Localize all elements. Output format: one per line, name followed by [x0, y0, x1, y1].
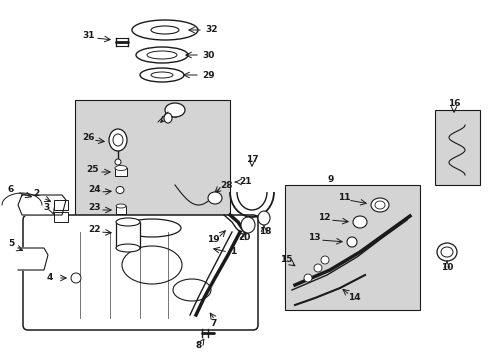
Ellipse shape: [122, 246, 182, 284]
Ellipse shape: [115, 159, 121, 165]
Ellipse shape: [115, 166, 127, 171]
Text: 18: 18: [259, 228, 271, 237]
Bar: [54, 200, 68, 210]
Text: 20: 20: [238, 234, 250, 243]
Text: 10: 10: [440, 264, 452, 273]
Ellipse shape: [123, 219, 181, 237]
Ellipse shape: [136, 47, 187, 63]
Ellipse shape: [374, 201, 384, 209]
Ellipse shape: [109, 129, 127, 151]
Text: 19: 19: [206, 235, 219, 244]
Ellipse shape: [440, 247, 452, 257]
Ellipse shape: [173, 279, 210, 301]
Text: 1: 1: [229, 248, 236, 256]
Ellipse shape: [207, 192, 222, 204]
Text: 13: 13: [307, 234, 320, 243]
Ellipse shape: [113, 134, 123, 146]
Text: 11: 11: [337, 193, 350, 202]
Ellipse shape: [151, 72, 173, 78]
Ellipse shape: [370, 198, 388, 212]
Text: 27: 27: [167, 111, 179, 120]
Text: 31: 31: [82, 31, 94, 40]
Bar: [285, 185, 419, 310]
Bar: [75, 100, 229, 250]
Ellipse shape: [147, 51, 177, 59]
Ellipse shape: [116, 218, 140, 226]
Ellipse shape: [116, 244, 140, 252]
Text: 25: 25: [86, 166, 98, 175]
Text: 29: 29: [202, 71, 214, 80]
Ellipse shape: [304, 274, 311, 282]
Text: 17: 17: [245, 156, 258, 165]
Ellipse shape: [346, 237, 356, 247]
Ellipse shape: [116, 186, 124, 194]
Text: 15: 15: [280, 256, 292, 265]
Ellipse shape: [313, 264, 321, 272]
Text: 7: 7: [209, 320, 216, 328]
Text: 4: 4: [47, 274, 53, 283]
Polygon shape: [18, 248, 48, 270]
FancyBboxPatch shape: [23, 215, 258, 330]
Text: 5: 5: [8, 239, 14, 248]
Text: 24: 24: [88, 185, 101, 194]
Ellipse shape: [116, 204, 126, 208]
Text: 12: 12: [317, 213, 330, 222]
Ellipse shape: [258, 211, 269, 225]
Text: 22: 22: [88, 225, 101, 234]
Ellipse shape: [140, 68, 183, 82]
Text: 28: 28: [220, 180, 232, 189]
Ellipse shape: [71, 273, 81, 283]
Text: 30: 30: [202, 50, 214, 59]
Ellipse shape: [132, 20, 198, 40]
Ellipse shape: [436, 243, 456, 261]
Text: 16: 16: [447, 99, 460, 108]
Text: 32: 32: [204, 26, 217, 35]
Ellipse shape: [352, 216, 366, 228]
Bar: [115, 168, 127, 176]
Ellipse shape: [241, 217, 254, 233]
Bar: [434, 110, 479, 185]
Text: 3: 3: [43, 203, 49, 212]
Text: 8: 8: [196, 341, 202, 350]
Text: 2: 2: [33, 189, 39, 198]
Bar: [116, 222, 140, 248]
Ellipse shape: [320, 256, 328, 264]
Ellipse shape: [151, 26, 179, 34]
Bar: [54, 212, 68, 222]
Text: 9: 9: [326, 175, 333, 184]
Polygon shape: [18, 195, 66, 215]
Bar: [116, 206, 126, 214]
Ellipse shape: [164, 103, 184, 117]
Ellipse shape: [163, 113, 172, 123]
Text: 6: 6: [8, 185, 14, 194]
Text: 14: 14: [347, 292, 360, 302]
Text: 23: 23: [88, 203, 101, 212]
Text: 21: 21: [239, 177, 251, 186]
Text: 26: 26: [82, 134, 94, 143]
